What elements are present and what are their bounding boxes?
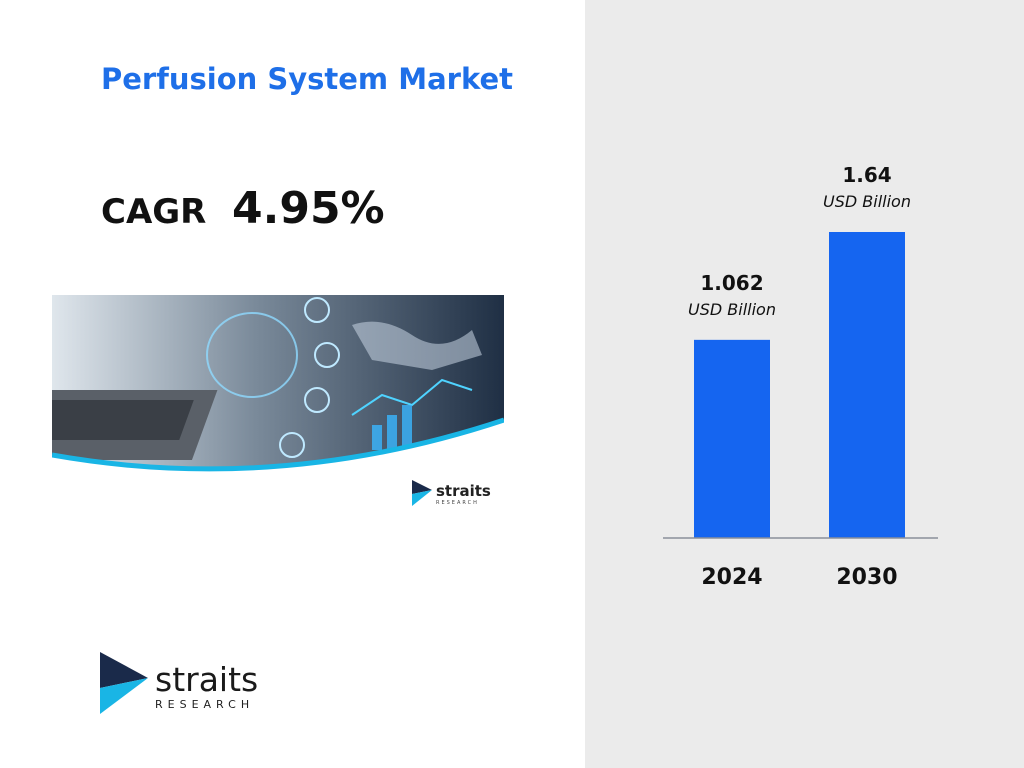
small-logo: straits RESEARCH [412, 480, 492, 508]
left-panel: Perfusion System Market CAGR 4.95% [52, 62, 514, 714]
hero-image [52, 295, 504, 480]
chart-panel [585, 0, 1024, 768]
unit-label-2030: USD Billion [823, 192, 911, 211]
straits-logo-icon [100, 652, 148, 714]
bar-2024 [694, 339, 770, 538]
bar-2030 [829, 232, 905, 538]
page-title: Perfusion System Market [101, 62, 514, 96]
straits-logo-icon [412, 480, 432, 506]
cagr-label: CAGR [101, 192, 207, 232]
brand-logo-sub: RESEARCH [155, 698, 255, 711]
bar-chart: 1.062 USD Billion 2024 1.64 USD Billion 2030 [663, 163, 938, 590]
data-label-2030: 1.64 [842, 163, 891, 187]
x-tick-2024: 2024 [701, 565, 762, 590]
brand-logo: straits RESEARCH [100, 652, 270, 714]
small-logo-sub: RESEARCH [436, 500, 479, 506]
small-logo-name: straits [436, 482, 491, 500]
x-tick-2030: 2030 [836, 565, 897, 590]
unit-label-2024: USD Billion [688, 300, 776, 319]
cagr-value: 4.95% [232, 183, 385, 234]
brand-logo-name: straits [155, 660, 259, 699]
data-label-2024: 1.062 [700, 271, 763, 295]
